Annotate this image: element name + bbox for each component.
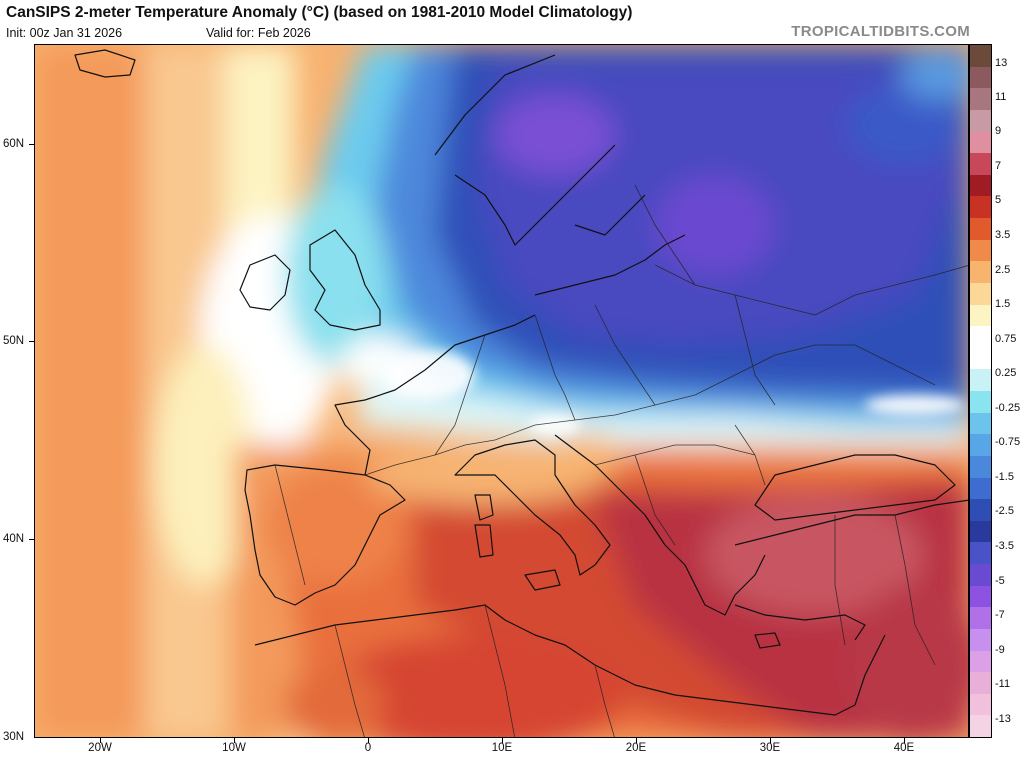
- anomaly-map[interactable]: [34, 44, 969, 738]
- colorbar-segment: [970, 88, 991, 110]
- colorbar-label: -9: [995, 644, 1005, 656]
- colorbar-segment: [970, 218, 991, 240]
- colorbar: [969, 44, 992, 738]
- colorbar-label: -13: [995, 713, 1011, 725]
- colorbar-segment: [970, 391, 991, 413]
- lon-tick: [502, 738, 503, 743]
- colorbar-segment: [970, 628, 991, 651]
- colorbar-segment: [970, 520, 991, 543]
- colorbar-segment: [970, 109, 991, 132]
- colorbar-label: -0.25: [995, 402, 1021, 414]
- lat-label: 40N: [3, 533, 25, 545]
- colorbar-segment: [970, 153, 991, 175]
- colorbar-segment: [970, 715, 991, 737]
- colorbar-segment: [970, 261, 991, 283]
- colorbar-label: 7: [995, 160, 1002, 172]
- colorbar-segment: [970, 564, 991, 586]
- colorbar-label: 0.75: [995, 333, 1017, 345]
- colorbar-label: -1.5: [995, 471, 1014, 483]
- lat-tick: [29, 341, 34, 342]
- colorbar-label: -5: [995, 575, 1005, 587]
- colorbar-label: 2.5: [995, 264, 1011, 276]
- colorbar-segment: [970, 131, 991, 154]
- colorbar-segment: [970, 326, 991, 348]
- lat-label: 60N: [3, 138, 25, 150]
- lon-label: 0: [364, 742, 372, 754]
- colorbar-segment: [970, 174, 991, 197]
- colorbar-label: -3.5: [995, 540, 1014, 552]
- colorbar-segment: [970, 650, 991, 673]
- colorbar-label: -0.75: [995, 436, 1021, 448]
- colorbar-segment: [970, 542, 991, 564]
- colorbar-segment: [970, 455, 991, 478]
- colorbar-segment: [970, 412, 991, 435]
- colorbar-segment: [970, 66, 991, 89]
- lon-tick: [636, 738, 637, 743]
- brand-watermark[interactable]: TROPICALTIDBITS.COM: [791, 23, 970, 40]
- colorbar-segment: [970, 672, 991, 694]
- colorbar-label: 3.5: [995, 229, 1011, 241]
- colorbar-label: 1.5: [995, 298, 1011, 310]
- colorbar-segment: [970, 434, 991, 456]
- lon-tick: [770, 738, 771, 743]
- lat-tick: [29, 144, 34, 145]
- lon-tick: [904, 738, 905, 743]
- colorbar-segment: [970, 693, 991, 716]
- valid-time: Valid for: Feb 2026: [206, 26, 311, 40]
- colorbar-segment: [970, 347, 991, 370]
- colorbar-label: 5: [995, 194, 1002, 206]
- colorbar-segment: [970, 585, 991, 608]
- colorbar-segment: [970, 282, 991, 305]
- colorbar-label: -7: [995, 609, 1005, 621]
- colorbar-segment: [970, 196, 991, 218]
- colorbar-segment: [970, 239, 991, 262]
- lon-label: 20E: [625, 742, 647, 754]
- init-time: Init: 00z Jan 31 2026: [6, 26, 123, 40]
- map-title: CanSIPS 2-meter Temperature Anomaly (°C)…: [6, 4, 633, 21]
- colorbar-segment: [970, 607, 991, 629]
- colorbar-label: -11: [995, 678, 1011, 690]
- colorbar-segment: [970, 477, 991, 500]
- colorbar-label: 0.25: [995, 367, 1017, 379]
- lat-tick: [29, 539, 34, 540]
- lon-label: 30E: [759, 742, 781, 754]
- colorbar-label: 11: [995, 91, 1007, 103]
- lon-label: 40E: [893, 742, 915, 754]
- lat-label: 30N: [3, 731, 25, 743]
- lon-label: 20W: [88, 742, 112, 754]
- colorbar-segment: [970, 45, 991, 67]
- colorbar-label: 9: [995, 125, 1002, 137]
- colorbar-segment: [970, 499, 991, 521]
- colorbar-segment: [970, 304, 991, 327]
- lon-tick: [368, 738, 369, 743]
- lon-tick: [234, 738, 235, 743]
- colorbar-segment: [970, 369, 991, 391]
- lon-label: 10E: [491, 742, 513, 754]
- colorbar-label: -2.5: [995, 505, 1014, 517]
- lon-tick: [100, 738, 101, 743]
- colorbar-label: 13: [995, 57, 1008, 69]
- lon-label: 10W: [222, 742, 246, 754]
- lat-label: 50N: [3, 335, 25, 347]
